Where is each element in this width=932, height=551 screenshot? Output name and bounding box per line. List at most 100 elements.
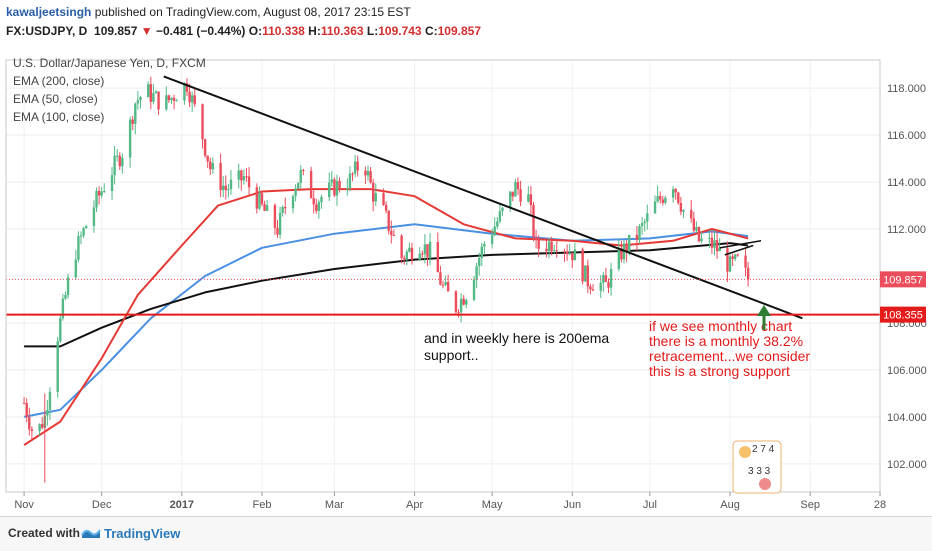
candle-body — [113, 155, 116, 176]
candle-body — [514, 182, 517, 197]
candle-body — [371, 182, 375, 202]
candle-body — [131, 119, 134, 124]
down-arrow-icon: ▼ — [140, 24, 153, 38]
candle-body — [679, 203, 683, 212]
candle-body — [224, 185, 227, 191]
legend-ema50[interactable]: EMA (50, close) — [13, 92, 98, 106]
candle-body — [227, 189, 230, 191]
monthly-note-line: if we see monthly chart — [649, 318, 792, 334]
publish-text: published on TradingView.com, August 08,… — [94, 5, 411, 19]
candle-body — [692, 218, 696, 231]
candle-body — [149, 84, 153, 102]
high-label: H: — [308, 24, 321, 38]
candle-body — [444, 282, 447, 285]
candle-body — [56, 341, 59, 393]
weekly-note-line: support.. — [424, 347, 478, 363]
close-value: 109.857 — [437, 24, 482, 38]
candle-body — [61, 298, 65, 319]
candle-body — [674, 189, 677, 193]
candle-body — [713, 240, 716, 248]
monthly-note-line: there is a monthly 38.2% — [649, 333, 803, 349]
y-tick-label: 106.000 — [887, 365, 927, 377]
chart-area[interactable]: 102.000104.000106.000108.000110.000112.0… — [0, 46, 932, 516]
ema200-line — [24, 242, 749, 348]
candle-body — [627, 234, 631, 253]
mini-label: 3 3 3 — [748, 466, 771, 477]
candle-body — [387, 210, 390, 231]
candle-body — [710, 237, 714, 248]
candle-body — [408, 247, 411, 252]
candle-body — [581, 249, 584, 282]
candle-body — [22, 402, 26, 404]
legend-ema200[interactable]: EMA (200, close) — [13, 74, 105, 88]
candle-body — [211, 162, 215, 170]
candle-body — [258, 193, 261, 209]
candle-body — [136, 100, 140, 104]
candle-body — [490, 235, 494, 244]
candle-body — [165, 95, 168, 110]
candle-body — [185, 83, 189, 92]
candle-body — [222, 185, 225, 191]
candle-body — [28, 416, 31, 430]
candle-body — [154, 91, 158, 94]
candle-body — [30, 429, 34, 432]
candle-body — [454, 291, 458, 312]
created-with-label: Created with — [8, 526, 81, 540]
x-tick-label: Mar — [325, 499, 344, 511]
tradingview-logo-icon[interactable] — [80, 524, 102, 542]
candle-body — [390, 230, 393, 235]
triangle-trendline — [724, 244, 754, 256]
open-label: O: — [248, 24, 263, 38]
tradingview-brand[interactable]: TradingView — [104, 526, 181, 541]
candle-body — [167, 95, 171, 101]
low-label: L: — [366, 24, 379, 38]
change-label: −0.481 (−0.44%) — [156, 24, 246, 38]
candle-body — [281, 207, 284, 213]
candle-body — [183, 83, 186, 101]
candle-body — [237, 170, 240, 180]
candle-body — [656, 196, 659, 202]
main-trendline — [163, 75, 803, 320]
candle-body — [664, 197, 667, 203]
high-value: 110.363 — [320, 24, 364, 38]
legend-title: U.S. Dollar/Japanese Yen, D, FXCM — [13, 56, 206, 70]
candle-body — [356, 161, 359, 171]
candle-body — [240, 170, 243, 181]
candle-body — [635, 234, 639, 241]
candle-body — [320, 197, 323, 203]
candle-body — [369, 171, 372, 183]
candle-body — [273, 205, 277, 228]
candle-body — [317, 202, 321, 211]
monthly-note-line: retracement...we consider — [649, 348, 810, 364]
price-label: 109.857 — [94, 24, 138, 38]
candle-body — [201, 104, 204, 140]
x-tick-label: 2017 — [170, 499, 194, 511]
candle-body — [552, 250, 556, 252]
candle-body — [534, 237, 538, 240]
candle-body — [312, 198, 315, 205]
last-price-badge — [880, 271, 926, 288]
candle-body — [573, 249, 577, 261]
candle-body — [74, 259, 78, 278]
candle-body — [478, 258, 481, 267]
candle-body — [584, 265, 587, 282]
price-chart[interactable]: 102.000104.000106.000108.000110.000112.0… — [0, 46, 932, 516]
candle-body — [128, 119, 132, 158]
candle-body — [736, 254, 739, 256]
candle-body — [746, 267, 750, 280]
candle-body — [296, 182, 300, 189]
candle-body — [384, 204, 388, 211]
candle-body — [41, 424, 44, 428]
candle-body — [620, 248, 623, 260]
candle-body — [172, 97, 176, 101]
author-link[interactable]: kawaljeetsingh — [6, 5, 92, 19]
candle-body — [38, 424, 41, 432]
candle-body — [330, 179, 334, 183]
x-tick-label: Aug — [720, 499, 740, 511]
candle-body — [607, 281, 610, 288]
candle-body — [731, 256, 734, 260]
candle-body — [646, 213, 649, 222]
legend-ema100[interactable]: EMA (100, close) — [13, 110, 105, 124]
ema50-line — [23, 188, 749, 446]
weekly-note-line: and in weekly here is 200ema — [424, 330, 609, 346]
